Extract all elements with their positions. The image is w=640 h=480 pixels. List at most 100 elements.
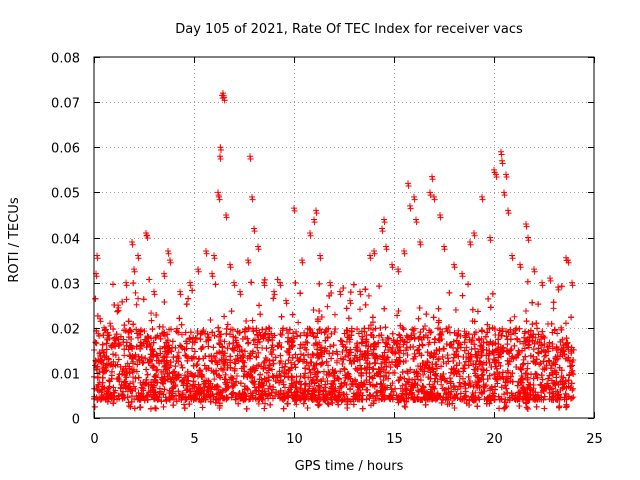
data-point [123,296,130,303]
data-point [256,302,263,309]
data-point [129,360,136,367]
data-point [399,382,406,389]
data-point [297,332,304,339]
data-point [546,358,553,365]
data-points [91,90,577,412]
data-point [224,321,231,328]
data-point [343,347,350,354]
data-point [382,324,389,331]
data-point [254,344,261,351]
data-point [264,369,271,376]
data-point [388,348,395,355]
data-point [357,306,364,313]
data-point [237,329,244,336]
data-point [124,360,131,367]
data-point [142,355,149,362]
data-point [478,372,485,379]
data-point [257,311,264,318]
data-point [502,328,509,335]
data-point [562,320,569,327]
data-point [554,330,561,337]
data-point [153,405,160,412]
data-point [417,329,424,336]
data-point [126,402,133,409]
data-point [480,339,487,346]
data-point [446,289,453,296]
data-point [553,343,560,350]
data-point [400,326,407,333]
data-point [272,354,279,361]
data-point [156,323,163,330]
data-point [524,278,531,285]
data-point [250,337,257,344]
data-point [420,371,427,378]
data-point [222,386,229,393]
data-point [262,400,269,407]
data-point [152,404,159,411]
data-point [416,305,423,312]
data-point [118,390,125,397]
data-point [430,353,437,360]
data-point [437,337,444,344]
data-point [393,356,400,363]
data-point [283,348,290,355]
data-point [150,339,157,346]
data-point [255,400,262,407]
data-point [471,341,478,348]
data-point [128,393,135,400]
data-point [299,392,306,399]
data-point [507,347,514,354]
data-point [524,365,531,372]
data-point [551,326,558,333]
data-point [281,384,288,391]
data-point [175,349,182,356]
data-point [169,338,176,345]
data-point [387,382,394,389]
data-point [177,342,184,349]
data-point [378,360,385,367]
data-point [374,355,381,362]
data-point [285,357,292,364]
data-point [130,280,137,287]
data-point [338,384,345,391]
data-point [303,359,310,366]
data-point [228,308,235,315]
data-point [278,332,285,339]
data-point [215,340,222,347]
data-point [110,351,117,358]
data-point [121,322,128,329]
data-point [324,377,331,384]
data-point [168,326,175,333]
data-point [419,342,426,349]
data-point [565,343,572,350]
data-point [290,330,297,337]
data-point [345,315,352,322]
data-point [307,358,314,365]
data-point [132,375,139,382]
data-point [289,311,296,318]
data-point [96,379,103,386]
data-point [139,360,146,367]
data-point [502,404,509,411]
data-point [135,295,142,302]
data-point [567,384,574,391]
data-point [145,382,152,389]
data-point [419,366,426,373]
data-point [114,361,121,368]
data-point [515,389,522,396]
data-point [306,366,313,373]
data-point [91,403,98,410]
data-point [217,337,224,344]
data-point [463,344,470,351]
data-point [533,320,540,327]
data-point [473,357,480,364]
data-point [160,403,167,410]
data-point [333,348,340,355]
data-point [370,382,377,389]
data-point [270,360,277,367]
data-point [520,334,527,341]
data-point [178,331,185,338]
data-point [133,301,140,308]
data-point [140,296,147,303]
